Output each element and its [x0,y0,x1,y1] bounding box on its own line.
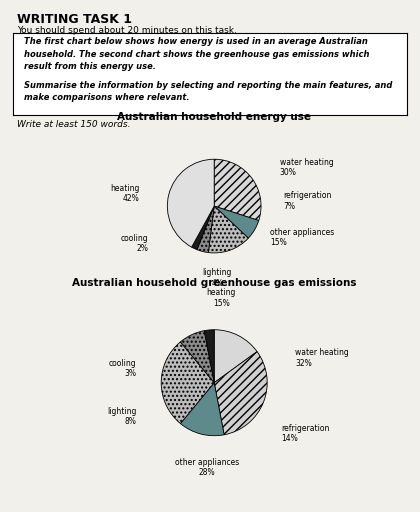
Wedge shape [161,342,214,423]
Text: lighting
4%: lighting 4% [202,268,232,288]
Text: Summarise the information by selecting and reporting the main features, and
make: Summarise the information by selecting a… [24,81,393,102]
Text: You should spend about 20 minutes on this task.: You should spend about 20 minutes on thi… [17,26,237,35]
Text: cooling
2%: cooling 2% [121,234,149,253]
Text: other appliances
15%: other appliances 15% [270,228,335,247]
Text: heating
42%: heating 42% [110,184,139,203]
Text: Write at least 150 words.: Write at least 150 words. [17,120,130,130]
Text: water heating
32%: water heating 32% [295,348,349,368]
Text: water heating
30%: water heating 30% [280,158,333,177]
Text: refrigeration
7%: refrigeration 7% [283,191,331,211]
Wedge shape [214,206,259,238]
Title: Australian household energy use: Australian household energy use [117,112,311,122]
Wedge shape [181,383,224,436]
Text: The first chart below shows how energy is used in an average Australian
househol: The first chart below shows how energy i… [24,37,370,71]
Text: cooling
3%: cooling 3% [109,359,136,378]
Wedge shape [192,206,214,250]
Text: other appliances
28%: other appliances 28% [175,458,239,477]
Text: heating
15%: heating 15% [207,288,236,308]
Wedge shape [208,206,248,253]
Wedge shape [181,331,214,383]
Title: Australian household greenhouse gas emissions: Australian household greenhouse gas emis… [72,278,357,288]
Wedge shape [197,206,214,252]
Wedge shape [214,352,267,435]
Wedge shape [214,330,257,383]
Text: lighting
8%: lighting 8% [107,407,136,426]
Wedge shape [214,159,261,221]
Text: WRITING TASK 1: WRITING TASK 1 [17,13,132,26]
Wedge shape [167,159,214,247]
Text: refrigeration
14%: refrigeration 14% [281,424,330,443]
Wedge shape [204,330,214,383]
